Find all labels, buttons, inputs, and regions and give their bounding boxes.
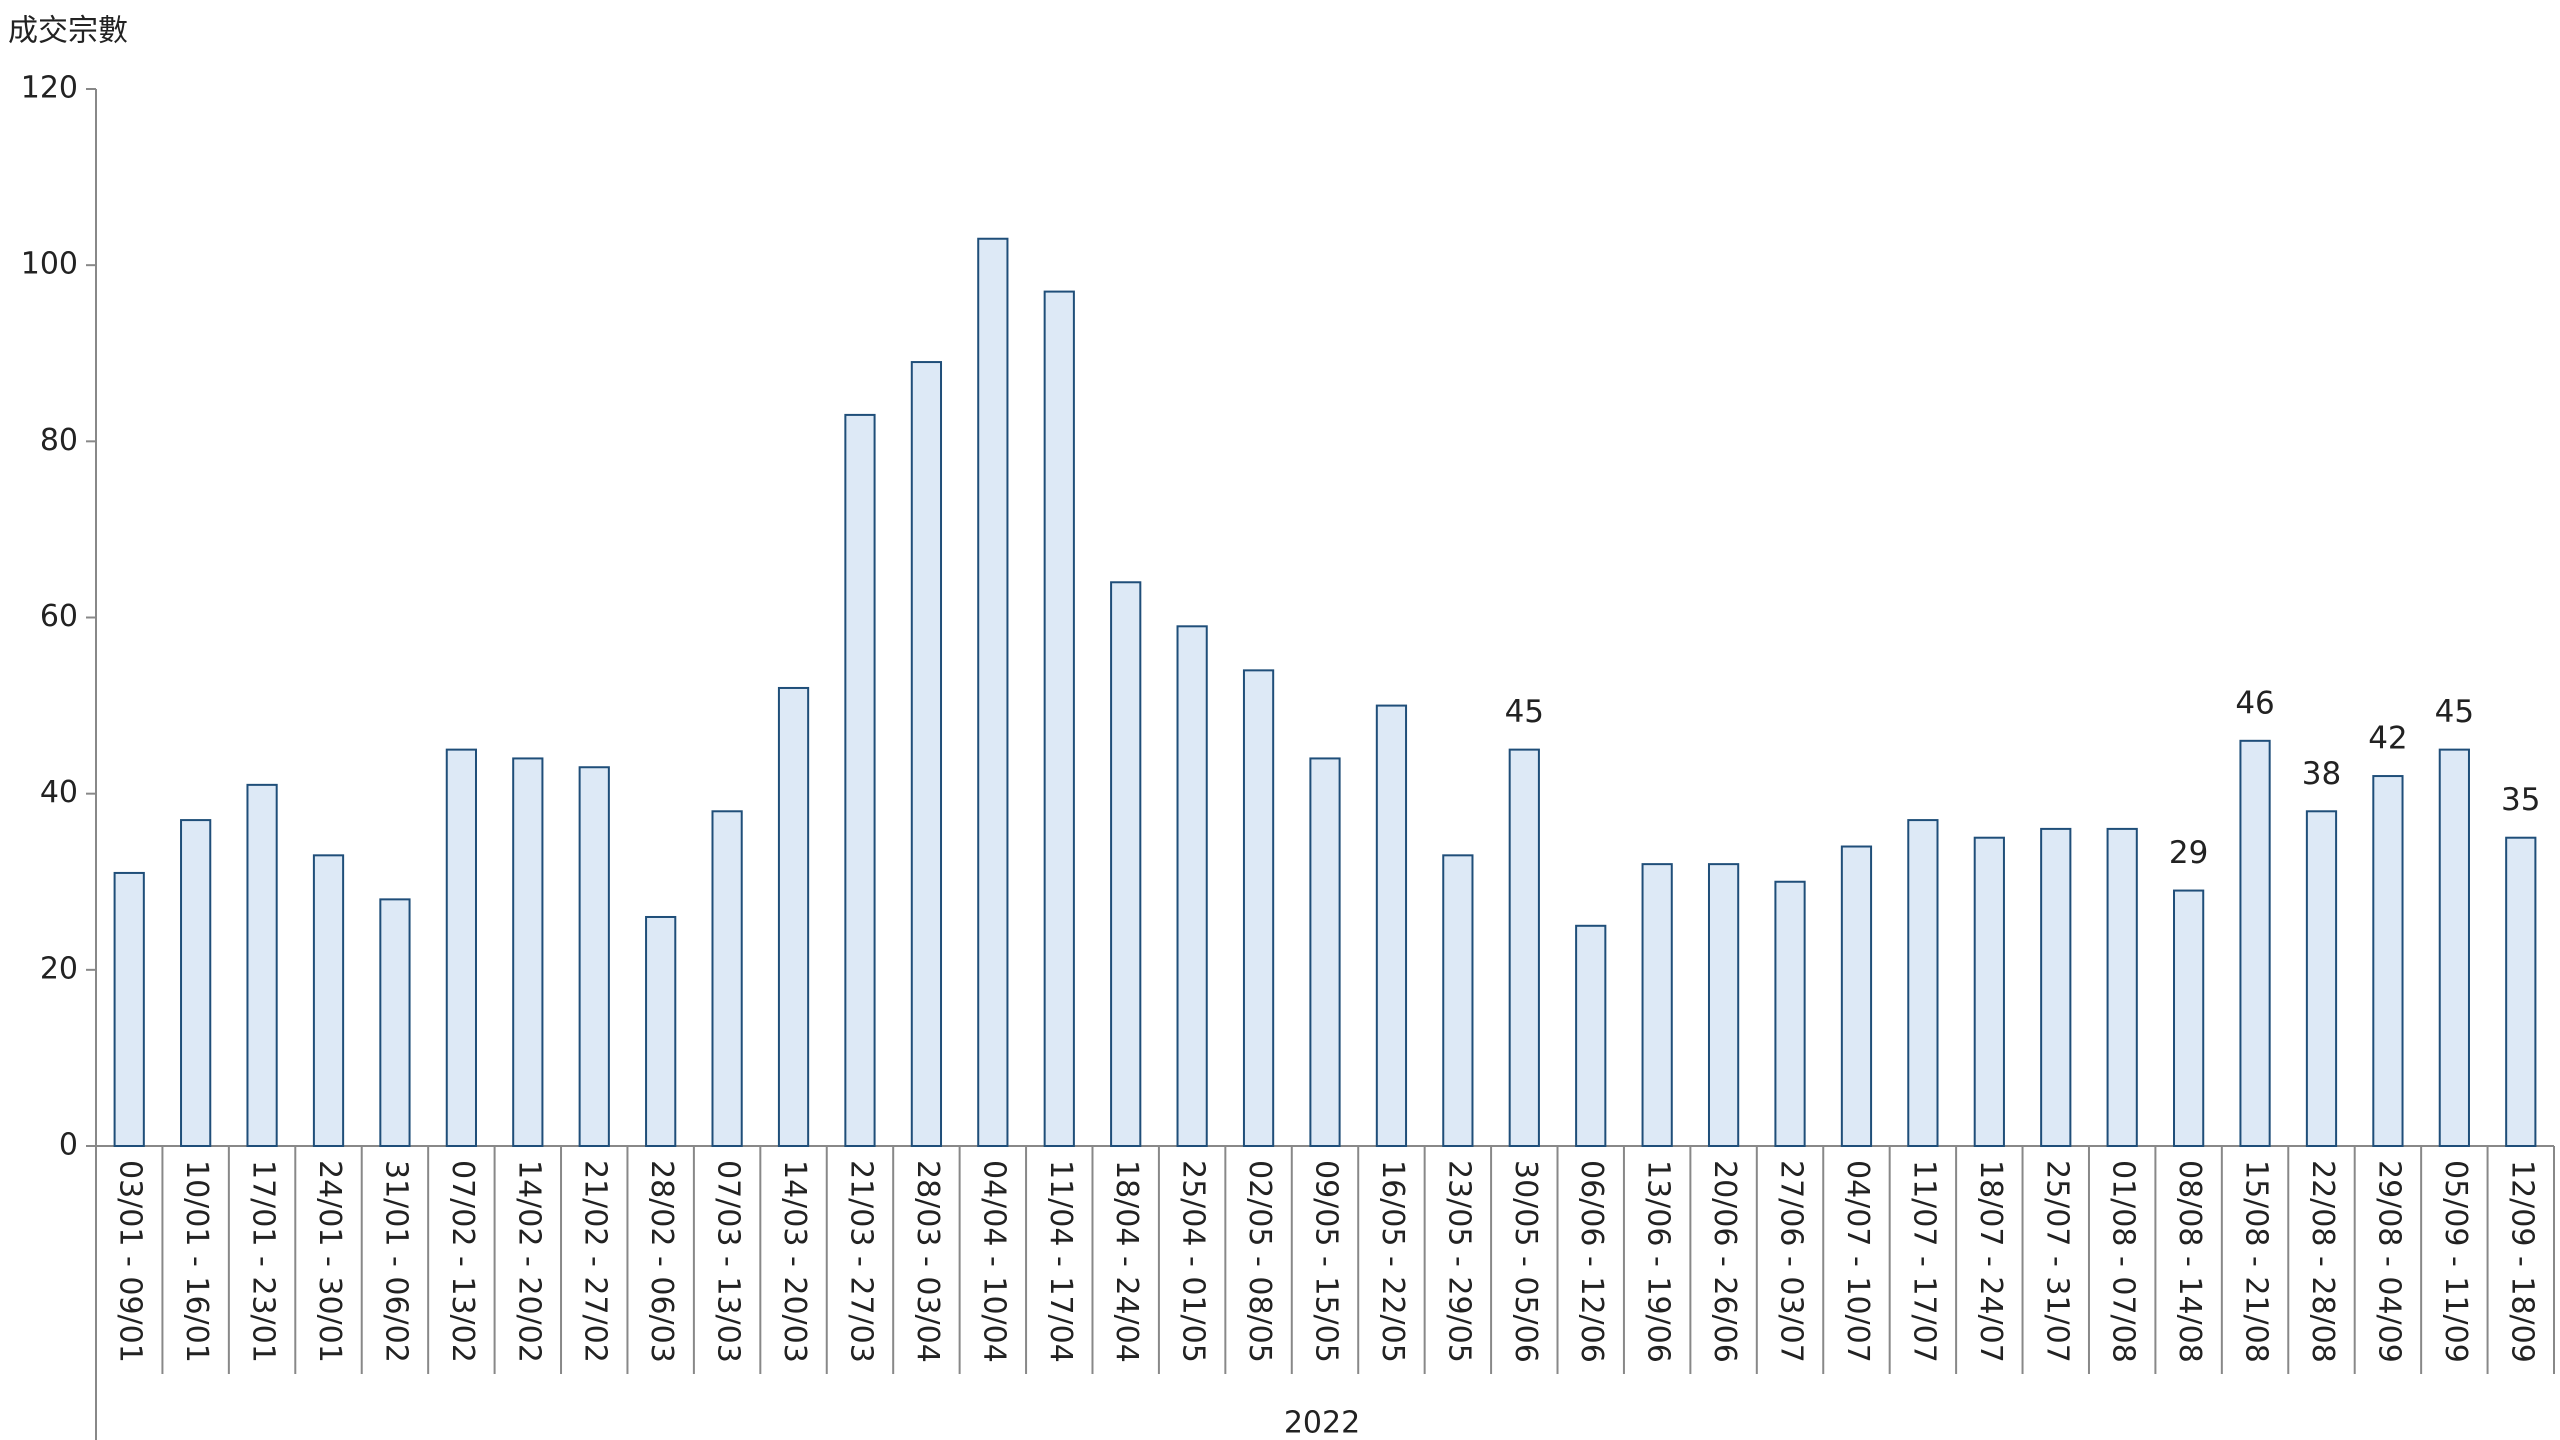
x-tick-label: 05/09 - 11/09 <box>2438 1160 2473 1363</box>
bar <box>910 361 943 1147</box>
x-tick-label: 12/09 - 18/09 <box>2504 1160 2539 1363</box>
bar <box>1110 581 1142 1147</box>
bar <box>2106 827 2138 1148</box>
x-tick-label: 27/06 - 03/07 <box>1774 1160 1809 1363</box>
bar <box>1176 625 1208 1147</box>
x-tick-label: 09/05 - 15/05 <box>1309 1160 1344 1363</box>
y-tick-label: 20 <box>40 951 78 986</box>
bar <box>1043 290 1075 1147</box>
x-tick-label: 24/01 - 30/01 <box>312 1160 347 1363</box>
bar <box>777 686 810 1147</box>
bar <box>1641 863 1673 1148</box>
y-tick-label: 0 <box>59 1128 78 1163</box>
y-tick-label: 100 <box>21 247 78 282</box>
bar <box>1375 704 1408 1147</box>
y-tick-label: 80 <box>40 423 78 458</box>
x-tick-label: 04/07 - 10/07 <box>1840 1160 1875 1363</box>
value-label: 38 <box>2302 756 2341 792</box>
x-tick-label: 14/03 - 20/03 <box>777 1160 812 1363</box>
bar <box>2305 810 2338 1147</box>
x-tick-label: 29/08 - 04/09 <box>2371 1160 2406 1363</box>
x-tick-label: 18/04 - 24/04 <box>1109 1160 1144 1363</box>
bar <box>1242 669 1275 1147</box>
x-tick-label: 25/04 - 01/05 <box>1176 1160 1211 1363</box>
x-tick-label: 04/04 - 10/04 <box>976 1160 1011 1363</box>
x-tick-label: 21/03 - 27/03 <box>843 1160 878 1363</box>
x-tick-label: 22/08 - 28/08 <box>2305 1160 2340 1363</box>
bar <box>1309 757 1341 1148</box>
bar <box>1840 845 1873 1147</box>
x-tick-label: 28/03 - 03/04 <box>910 1160 945 1363</box>
x-tick-label: 17/01 - 23/01 <box>246 1160 281 1363</box>
bar <box>445 748 477 1147</box>
x-tick-label: 02/05 - 08/05 <box>1242 1160 1277 1363</box>
bar <box>2239 739 2271 1147</box>
bar <box>2372 775 2404 1147</box>
bar <box>113 871 145 1147</box>
x-tick-label: 07/02 - 13/02 <box>445 1160 480 1363</box>
y-tick-label: 40 <box>40 775 78 810</box>
bar <box>2505 836 2537 1147</box>
value-label: 46 <box>2235 685 2274 721</box>
value-label: 35 <box>2501 782 2540 818</box>
x-tick-label: 28/02 - 06/03 <box>644 1160 679 1363</box>
bar <box>645 915 677 1147</box>
bar <box>2438 748 2470 1147</box>
bar <box>2173 889 2205 1148</box>
x-tick-label: 01/08 - 07/08 <box>2106 1160 2141 1363</box>
x-tick-label: 18/07 - 24/07 <box>1973 1160 2008 1363</box>
x-tick-label: 06/06 - 12/06 <box>1574 1160 1609 1363</box>
x-tick-label: 15/08 - 21/08 <box>2239 1160 2274 1363</box>
x-tick-label: 14/02 - 20/02 <box>511 1160 546 1363</box>
bar <box>379 898 411 1147</box>
bar <box>844 413 876 1147</box>
bar <box>246 783 278 1147</box>
bar <box>512 757 544 1148</box>
bar <box>578 766 610 1147</box>
value-label: 29 <box>2169 835 2208 871</box>
y-tick-label: 120 <box>21 71 78 106</box>
x-tick-label: 08/08 - 14/08 <box>2172 1160 2207 1363</box>
bar <box>180 819 212 1147</box>
bar <box>1973 836 2005 1147</box>
x-tick-label: 11/04 - 17/04 <box>1043 1160 1078 1363</box>
x-tick-label: 31/01 - 06/02 <box>378 1160 413 1363</box>
x-tick-label: 13/06 - 19/06 <box>1641 1160 1676 1363</box>
x-group-label: 2022 <box>1284 1406 1360 1440</box>
x-tick-label: 11/07 - 17/07 <box>1906 1160 1941 1363</box>
x-tick-label: 16/05 - 22/05 <box>1375 1160 1410 1363</box>
bar <box>977 237 1009 1148</box>
bar <box>312 854 345 1147</box>
value-label: 45 <box>2435 694 2474 730</box>
value-label: 42 <box>2368 721 2407 757</box>
bar <box>1442 854 1474 1147</box>
x-tick-label: 07/03 - 13/03 <box>711 1160 746 1363</box>
bar <box>2040 827 2072 1148</box>
y-axis-title: 成交宗數 <box>8 14 128 49</box>
bar <box>1575 924 1607 1148</box>
x-tick-label: 23/05 - 29/05 <box>1441 1160 1476 1363</box>
bar <box>711 810 743 1147</box>
x-tick-label: 20/06 - 26/06 <box>1707 1160 1742 1363</box>
value-label: 45 <box>1505 694 1544 730</box>
x-tick-label: 21/02 - 27/02 <box>578 1160 613 1363</box>
x-tick-label: 25/07 - 31/07 <box>2039 1160 2074 1363</box>
bar <box>1707 863 1740 1148</box>
bar <box>1508 748 1540 1147</box>
bar <box>1907 819 1939 1147</box>
y-tick-label: 60 <box>40 599 78 634</box>
bar <box>1774 880 1806 1147</box>
x-tick-label: 30/05 - 05/06 <box>1508 1160 1543 1363</box>
x-tick-label: 10/01 - 16/01 <box>179 1160 214 1363</box>
x-tick-label: 03/01 - 09/01 <box>113 1160 148 1363</box>
